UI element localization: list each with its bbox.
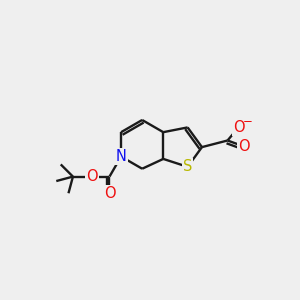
Text: S: S bbox=[183, 159, 192, 174]
Text: O: O bbox=[86, 169, 98, 184]
Text: N: N bbox=[116, 149, 127, 164]
Text: O: O bbox=[238, 139, 250, 154]
Text: −: − bbox=[243, 116, 253, 128]
Text: O: O bbox=[104, 186, 115, 201]
Text: O: O bbox=[233, 120, 244, 135]
